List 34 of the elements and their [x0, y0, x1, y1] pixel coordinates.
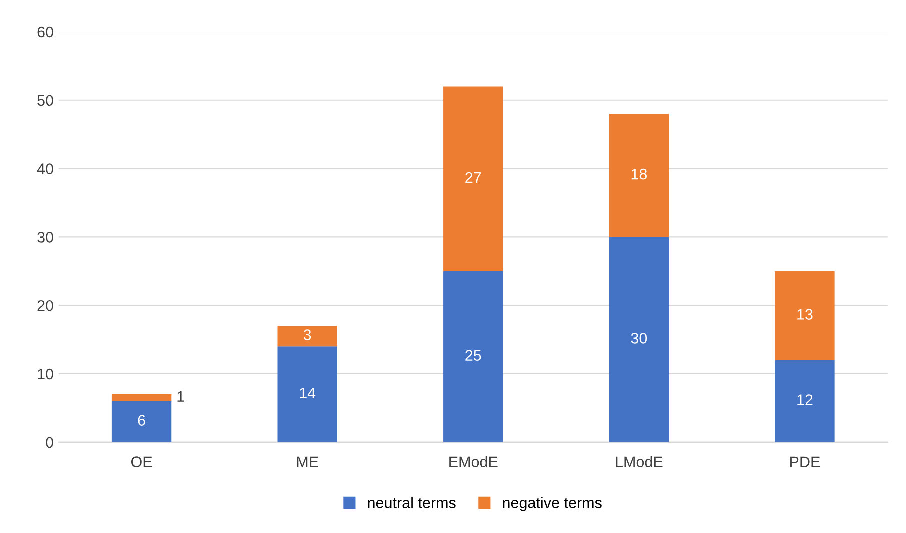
- data-label: 1: [178, 391, 184, 402]
- data-label: 13: [798, 309, 813, 320]
- y-tick-label: 60: [38, 26, 54, 38]
- y-tick-label: 20: [38, 300, 54, 312]
- data-label: 27: [466, 172, 482, 183]
- bar: [775, 360, 835, 442]
- data-label: 3: [304, 330, 312, 340]
- bar: [278, 346, 338, 442]
- bar: [444, 86, 504, 272]
- x-tick-label: PDE: [790, 456, 820, 468]
- data-label: 14: [300, 388, 316, 398]
- y-tick-label: 40: [37, 164, 54, 174]
- y-tick-label: 0: [46, 437, 54, 448]
- legend-label: negative terms: [503, 497, 602, 512]
- x-tick-label: EModE: [450, 456, 498, 468]
- y-tick-label: 30: [38, 232, 54, 243]
- legend-label: neutral terms: [368, 497, 456, 508]
- data-label: 25: [466, 350, 482, 361]
- bar: [775, 271, 835, 360]
- y-tick-label: 50: [38, 95, 54, 106]
- bar: [609, 114, 670, 238]
- x-tick-label: ME: [297, 456, 318, 468]
- bar: [112, 401, 172, 442]
- bar: [609, 237, 670, 442]
- bar: [444, 271, 504, 442]
- x-tick-label: OE: [131, 456, 152, 468]
- data-label: 30: [631, 333, 648, 344]
- bar: [112, 394, 172, 402]
- bar: [278, 326, 338, 347]
- y-tick-label: 10: [38, 368, 54, 380]
- x-tick-label: LModE: [616, 456, 663, 468]
- data-label: 6: [138, 415, 146, 426]
- data-label: 18: [632, 168, 648, 180]
- data-label: 12: [798, 394, 813, 406]
